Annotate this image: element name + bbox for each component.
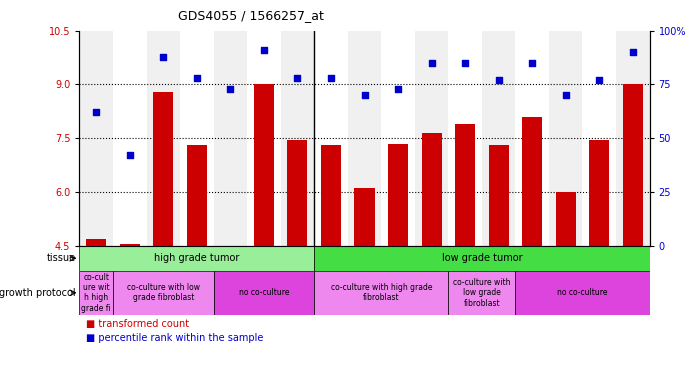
Bar bbox=[583, 31, 616, 246]
Text: high grade tumor: high grade tumor bbox=[154, 253, 240, 263]
Bar bbox=[180, 31, 214, 246]
Bar bbox=[113, 31, 146, 246]
Bar bbox=[381, 31, 415, 246]
Bar bbox=[415, 31, 448, 246]
Bar bbox=[79, 246, 314, 271]
Bar bbox=[247, 31, 281, 246]
Bar bbox=[314, 246, 650, 271]
Text: co-culture with low
grade fibroblast: co-culture with low grade fibroblast bbox=[127, 283, 200, 303]
Text: ■ transformed count: ■ transformed count bbox=[86, 319, 189, 329]
Point bbox=[493, 77, 504, 83]
Text: co-cult
ure wit
h high
grade fi: co-cult ure wit h high grade fi bbox=[82, 273, 111, 313]
Point bbox=[527, 60, 538, 66]
Point bbox=[460, 60, 471, 66]
Bar bbox=[254, 84, 274, 246]
Point bbox=[158, 53, 169, 60]
Bar bbox=[448, 31, 482, 246]
Bar bbox=[515, 31, 549, 246]
Bar bbox=[448, 271, 515, 315]
Bar bbox=[79, 271, 113, 315]
Point bbox=[225, 86, 236, 92]
Bar bbox=[153, 92, 173, 246]
Point bbox=[426, 60, 437, 66]
Bar bbox=[616, 31, 650, 246]
Point bbox=[91, 109, 102, 116]
Point bbox=[292, 75, 303, 81]
Bar bbox=[556, 192, 576, 246]
Bar bbox=[187, 146, 207, 246]
Point bbox=[258, 47, 269, 53]
Text: ■ percentile rank within the sample: ■ percentile rank within the sample bbox=[86, 333, 264, 343]
Text: low grade tumor: low grade tumor bbox=[442, 253, 522, 263]
Point bbox=[191, 75, 202, 81]
Point bbox=[627, 49, 638, 55]
Bar bbox=[314, 31, 348, 246]
Bar bbox=[354, 189, 375, 246]
Bar bbox=[388, 144, 408, 246]
Bar bbox=[113, 271, 214, 315]
Text: tissue: tissue bbox=[47, 253, 76, 263]
Text: co-culture with
low grade
fibroblast: co-culture with low grade fibroblast bbox=[453, 278, 511, 308]
Bar bbox=[348, 31, 381, 246]
Bar bbox=[455, 124, 475, 246]
Bar bbox=[281, 31, 314, 246]
Point bbox=[359, 92, 370, 98]
Bar bbox=[589, 140, 609, 246]
Point bbox=[392, 86, 404, 92]
Bar bbox=[214, 31, 247, 246]
Bar bbox=[314, 271, 448, 315]
Bar bbox=[146, 31, 180, 246]
Bar bbox=[623, 84, 643, 246]
Bar bbox=[522, 117, 542, 246]
Point bbox=[560, 92, 571, 98]
Bar bbox=[422, 133, 442, 246]
Bar bbox=[120, 244, 140, 246]
Bar bbox=[489, 146, 509, 246]
Bar bbox=[321, 146, 341, 246]
Text: no co-culture: no co-culture bbox=[557, 288, 607, 297]
Bar bbox=[79, 31, 113, 246]
Bar bbox=[549, 31, 583, 246]
Point bbox=[325, 75, 337, 81]
Bar bbox=[287, 140, 307, 246]
Bar bbox=[515, 271, 650, 315]
Text: co-culture with high grade
fibroblast: co-culture with high grade fibroblast bbox=[330, 283, 432, 303]
Point bbox=[124, 152, 135, 159]
Bar bbox=[482, 31, 515, 246]
Bar bbox=[86, 238, 106, 246]
Text: growth protocol: growth protocol bbox=[0, 288, 76, 298]
Bar bbox=[214, 271, 314, 315]
Text: no co-culture: no co-culture bbox=[238, 288, 289, 297]
Point bbox=[594, 77, 605, 83]
Text: GDS4055 / 1566257_at: GDS4055 / 1566257_at bbox=[178, 9, 323, 22]
